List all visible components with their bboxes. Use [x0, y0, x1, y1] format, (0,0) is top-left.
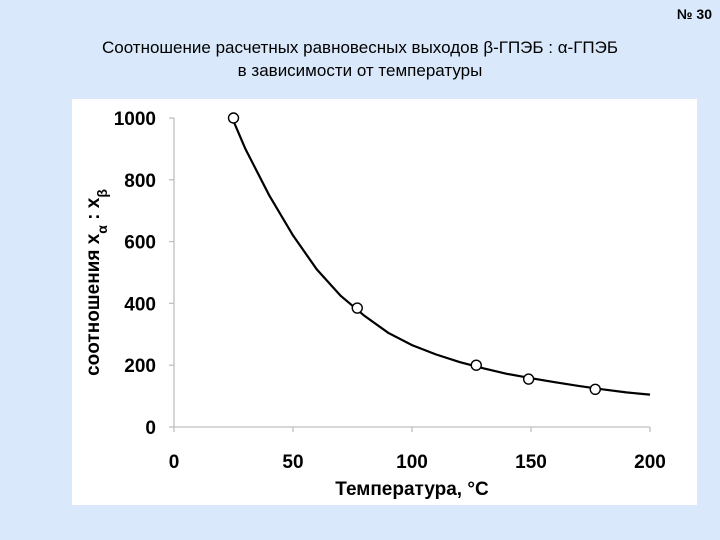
ratio-chart: 0 200 400 600 800 1000 0 50 100 150 200 Температу…	[83, 109, 666, 500]
y-tick-labels: 0 200 400 600 800 1000	[114, 109, 156, 439]
x-tick-labels: 0 50 100 150 200	[169, 452, 666, 473]
x-tick-label: 200	[634, 452, 666, 473]
y-tick-label: 200	[124, 356, 156, 377]
y-axis-label: соотношения xα : xβ	[83, 189, 110, 376]
y-axis-label-colon: : x	[83, 197, 104, 225]
y-tick-label: 400	[124, 294, 156, 315]
x-tick-label: 100	[396, 452, 428, 473]
data-point	[589, 383, 601, 396]
chart-title-line-1: Соотношение расчетных равновесных выходо…	[101, 38, 619, 57]
chart-panel: 0 200 400 600 800 1000 0 50 100 150 200 Температу…	[72, 99, 697, 505]
data-points	[227, 112, 601, 396]
data-point	[227, 112, 240, 124]
x-tick-label: 150	[515, 452, 547, 473]
y-tick-label: 0	[145, 418, 156, 439]
y-tick-label: 600	[124, 233, 156, 254]
x-axis-label: Температура, °C	[335, 479, 489, 500]
x-tick-label: 0	[169, 452, 180, 473]
y-axis-label-sub-beta: β	[94, 189, 110, 198]
data-point	[351, 302, 363, 314]
y-tick-label: 1000	[114, 109, 156, 130]
chart-title-line-2: в зависимости от температуры	[237, 61, 483, 80]
fit-curve-line	[232, 120, 651, 396]
axes	[169, 117, 651, 432]
y-axis-label-sub-alpha: α	[94, 225, 110, 234]
x-tick-label: 50	[282, 452, 303, 473]
y-axis-label-text: соотношения x	[83, 233, 104, 376]
data-point	[470, 359, 482, 371]
data-point	[522, 373, 535, 385]
slide-number: № 30	[676, 6, 712, 22]
chart-title: Соотношение расчетных равновесных выходо…	[0, 36, 720, 82]
y-tick-label: 800	[124, 171, 156, 192]
